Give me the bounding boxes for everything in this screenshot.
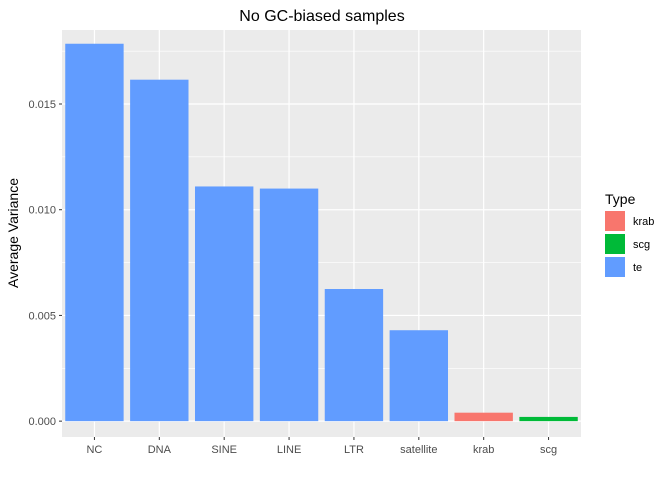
legend-key-krab xyxy=(605,211,625,231)
legend-key-te xyxy=(605,257,625,277)
y-tick-label: 0.000 xyxy=(28,416,56,428)
y-tick-label: 0.005 xyxy=(28,310,56,322)
x-tick-label: krab xyxy=(473,444,494,456)
bar-LTR xyxy=(324,289,384,422)
bar-DNA xyxy=(130,79,189,422)
y-axis: 0.000 0.005 0.010 0.015 xyxy=(28,99,62,428)
bar-NC xyxy=(65,43,124,422)
bar-krab xyxy=(454,412,513,422)
legend: Type krab scg te xyxy=(605,191,654,277)
legend-label-scg: scg xyxy=(633,239,650,251)
bar-LINE xyxy=(259,188,319,422)
y-tick-label: 0.010 xyxy=(28,205,56,217)
y-tick-label: 0.015 xyxy=(28,99,56,111)
legend-title: Type xyxy=(605,191,636,207)
legend-key-scg xyxy=(605,234,625,254)
x-tick-label: scg xyxy=(540,444,557,456)
x-axis: NC DNA SINE LINE LTR satellite krab scg xyxy=(86,437,557,456)
x-tick-label: satellite xyxy=(400,444,437,456)
bar-scg xyxy=(519,416,578,422)
legend-label-krab: krab xyxy=(633,216,654,228)
x-tick-label: LTR xyxy=(344,444,364,456)
x-tick-label: LINE xyxy=(277,444,301,456)
bar-SINE xyxy=(194,186,254,422)
x-tick-label: NC xyxy=(86,444,102,456)
bar-satellite xyxy=(389,330,449,422)
bars xyxy=(65,43,578,422)
y-axis-title: Average Variance xyxy=(5,178,21,288)
x-tick-label: SINE xyxy=(211,444,237,456)
legend-label-te: te xyxy=(633,262,642,274)
x-tick-label: DNA xyxy=(148,444,172,456)
chart-title: No GC-biased samples xyxy=(239,8,404,25)
